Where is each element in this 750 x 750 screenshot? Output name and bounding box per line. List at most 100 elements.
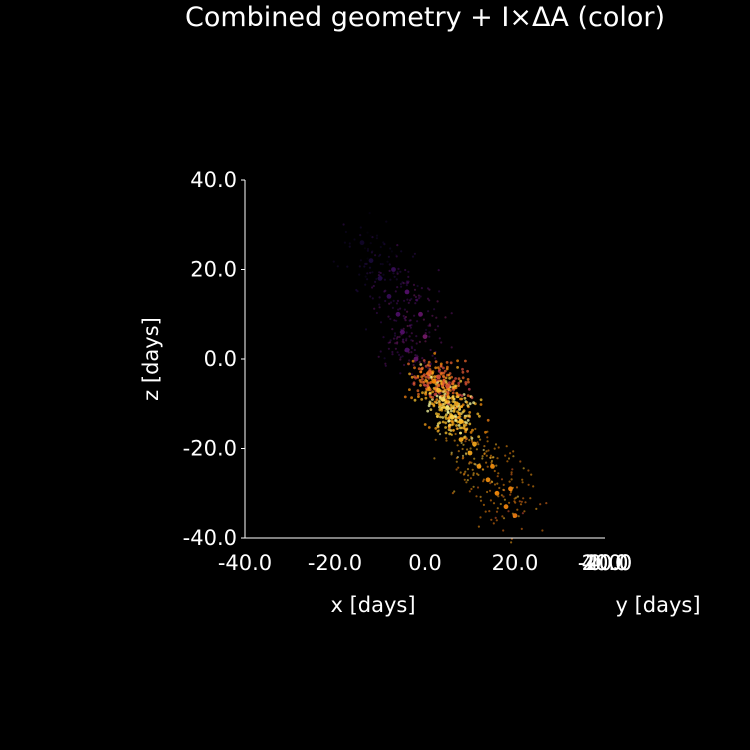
y-tick-label: 0.0 (588, 551, 621, 575)
scatter-point (455, 468, 458, 471)
scatter-point (438, 399, 441, 403)
data-point (458, 419, 464, 424)
scatter-point (343, 241, 346, 244)
scatter-point (395, 278, 398, 281)
scatter-point (462, 426, 466, 430)
scatter-point (486, 418, 490, 422)
scatter-point (487, 449, 490, 452)
scatter-point (414, 302, 417, 305)
scatter-point (456, 444, 459, 447)
scatter-point (522, 497, 525, 500)
scatter-point (462, 436, 466, 440)
scatter-point (444, 426, 447, 429)
scatter-point (378, 303, 381, 306)
scatter-point (481, 457, 484, 460)
scatter-point (425, 328, 428, 331)
scatter-point (486, 440, 489, 443)
scatter-point (388, 302, 391, 305)
scatter-point (444, 421, 448, 425)
scatter-point (342, 223, 345, 226)
scatter-point (439, 362, 443, 366)
scatter-point (466, 404, 470, 407)
scatter-point (472, 473, 475, 477)
scatter-point (458, 393, 462, 397)
scatter-point (452, 388, 455, 392)
scatter-point (389, 247, 392, 250)
scatter-point (468, 402, 472, 406)
scatter-point (479, 403, 483, 406)
scatter-point (545, 502, 548, 505)
scatter-point (457, 384, 460, 387)
scatter-point (496, 507, 499, 510)
scatter-point (434, 357, 437, 360)
scatter-point (448, 419, 451, 423)
scatter-point (408, 388, 411, 391)
scatter-point (461, 376, 465, 380)
scatter-point (509, 452, 512, 455)
scatter-point (516, 495, 520, 498)
scatter-point (407, 270, 410, 273)
scatter-point (506, 460, 509, 463)
scatter-point (442, 371, 446, 375)
scatter-point (413, 348, 416, 352)
scatter-point (396, 341, 399, 344)
scatter-point (444, 431, 448, 435)
scatter-point (466, 448, 469, 451)
scatter-point (426, 363, 430, 367)
scatter-point (385, 220, 388, 223)
scatter-point (517, 515, 520, 518)
scatter-point (502, 529, 505, 532)
scatter-point (406, 324, 409, 328)
scatter-point (427, 426, 431, 429)
scatter-point (391, 306, 394, 309)
scatter-point (476, 486, 480, 489)
scatter-point (369, 242, 372, 245)
scatter-point (384, 364, 387, 367)
scatter-point (479, 438, 482, 441)
scatter-point (474, 427, 477, 431)
scatter-point (369, 295, 372, 298)
scatter-point (396, 244, 399, 247)
scatter-point (439, 371, 443, 375)
scatter-point (364, 328, 368, 331)
scatter-point (465, 401, 469, 404)
y-tick-label: -20.0 (578, 551, 632, 575)
chart-title: Combined geometry + I×ΔA (color) (185, 2, 665, 33)
scatter-point (399, 358, 402, 361)
scatter-point (518, 500, 521, 503)
scatter-point (359, 226, 362, 229)
scatter-point (489, 482, 492, 485)
scatter-point (452, 379, 456, 383)
scatter-point (489, 456, 492, 459)
scatter-point (465, 481, 468, 484)
scatter-point (445, 367, 449, 371)
scatter-point (454, 432, 457, 436)
scatter-point (447, 373, 451, 377)
data-point (445, 383, 450, 389)
scatter-point (439, 365, 443, 368)
scatter-point (514, 501, 517, 504)
scatter-point (418, 297, 421, 300)
z-tick-label: 40.0 (190, 168, 237, 192)
scatter-point (493, 447, 496, 450)
scatter-point (399, 356, 402, 359)
scatter-point (539, 503, 542, 506)
data-point (359, 240, 365, 246)
scatter-point (388, 341, 392, 344)
scatter-point (450, 375, 453, 379)
data-point (436, 387, 441, 393)
scatter-point (466, 369, 469, 373)
scatter-point (438, 403, 441, 406)
scatter-point (364, 283, 367, 286)
scatter-point (509, 491, 512, 494)
data-point (512, 513, 518, 518)
scatter-point (368, 212, 371, 215)
data-point (431, 379, 437, 384)
scatter-point (486, 465, 489, 468)
scatter-point (446, 392, 450, 396)
scatter-point (423, 373, 426, 377)
scatter-point (387, 347, 390, 350)
scatter-point (428, 331, 431, 334)
scatter-point (384, 362, 387, 365)
scatter-point (541, 529, 544, 532)
